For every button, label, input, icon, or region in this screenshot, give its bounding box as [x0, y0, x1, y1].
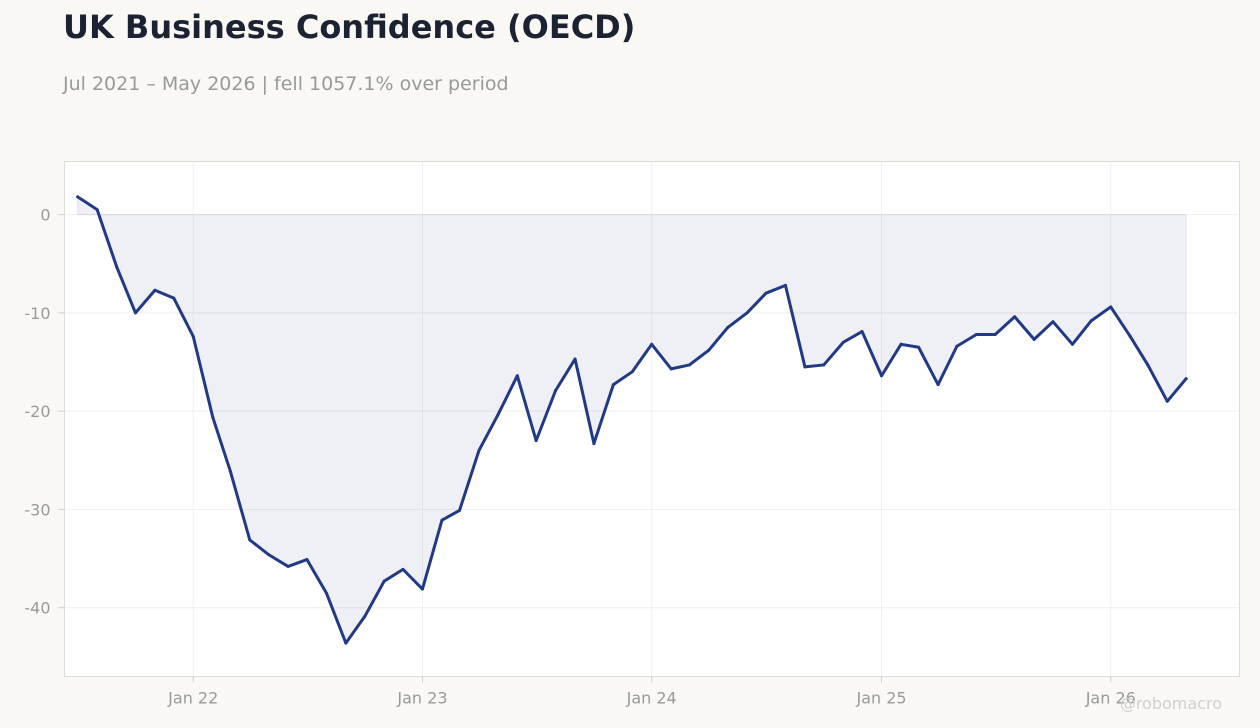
- data-point: [1146, 363, 1150, 367]
- data-point: [1128, 334, 1132, 338]
- y-tick-label: 0: [40, 206, 50, 225]
- x-tick-label: Jan 23: [396, 689, 447, 708]
- data-point: [764, 291, 768, 295]
- data-point: [899, 342, 903, 346]
- data-point: [211, 415, 215, 419]
- data-point: [1032, 337, 1036, 341]
- data-point: [115, 265, 119, 269]
- data-point: [458, 508, 462, 512]
- data-point: [153, 288, 157, 292]
- data-point: [191, 334, 195, 338]
- data-point: [95, 208, 99, 212]
- data-point: [669, 367, 673, 371]
- data-point: [993, 332, 997, 336]
- data-point: [803, 365, 807, 369]
- data-point: [707, 348, 711, 352]
- data-point: [955, 344, 959, 348]
- watermark: @robomacro: [1119, 694, 1222, 713]
- y-axis: 0 -10 -20 -30 -40: [24, 206, 65, 618]
- chart-title: UK Business Confidence (OECD): [63, 8, 636, 46]
- data-point: [1184, 377, 1188, 381]
- data-point: [917, 345, 921, 349]
- data-point: [1070, 342, 1074, 346]
- data-point: [248, 538, 252, 542]
- data-point: [1013, 315, 1017, 319]
- data-point: [1165, 399, 1169, 403]
- data-point: [1051, 320, 1055, 324]
- data-point: [745, 311, 749, 315]
- data-point: [305, 558, 309, 562]
- x-tick-label: Jan 25: [855, 689, 906, 708]
- data-point: [440, 518, 444, 522]
- y-tick-label: -20: [24, 402, 50, 421]
- grid: [64, 161, 1240, 677]
- data-point: [133, 311, 137, 315]
- data-point: [554, 389, 558, 392]
- y-tick-label: -30: [24, 500, 50, 519]
- data-point: [1089, 319, 1093, 323]
- data-point: [228, 469, 232, 473]
- data-point: [974, 332, 978, 336]
- data-point: [880, 374, 884, 378]
- data-point: [401, 567, 405, 571]
- x-axis: Jan 22 Jan 23 Jan 24 Jan 25 Jan 26: [167, 676, 1136, 708]
- data-point: [841, 340, 845, 344]
- data-point: [496, 413, 500, 417]
- data-point: [1109, 305, 1113, 309]
- data-point: [267, 553, 271, 557]
- y-tick-label: -40: [24, 599, 50, 618]
- data-point: [687, 363, 691, 367]
- data-point: [344, 641, 348, 645]
- data-point: [592, 442, 596, 446]
- data-point: [611, 383, 615, 387]
- data-point: [650, 342, 654, 346]
- data-point: [573, 357, 577, 361]
- data-point: [420, 587, 424, 591]
- data-point: [76, 195, 80, 199]
- x-tick-label: Jan 24: [626, 689, 677, 708]
- data-point: [860, 330, 864, 334]
- data-point: [726, 326, 730, 330]
- data-point: [172, 296, 176, 300]
- y-tick-label: -10: [24, 304, 50, 323]
- data-point: [286, 564, 290, 568]
- data-point: [534, 439, 538, 443]
- data-point: [477, 448, 481, 452]
- data-point: [363, 615, 367, 619]
- data-point: [936, 383, 940, 387]
- x-tick-label: Jan 26: [1085, 689, 1136, 708]
- data-point: [822, 363, 826, 367]
- point-layer: [76, 195, 1188, 645]
- x-tick-label: Jan 22: [167, 689, 218, 708]
- data-point: [630, 370, 634, 374]
- data-point: [783, 283, 787, 287]
- data-point: [324, 591, 328, 595]
- chart-subtitle: Jul 2021 – May 2026 | fell 1057.1% over …: [63, 73, 509, 95]
- data-point: [382, 579, 386, 583]
- data-point: [515, 374, 519, 378]
